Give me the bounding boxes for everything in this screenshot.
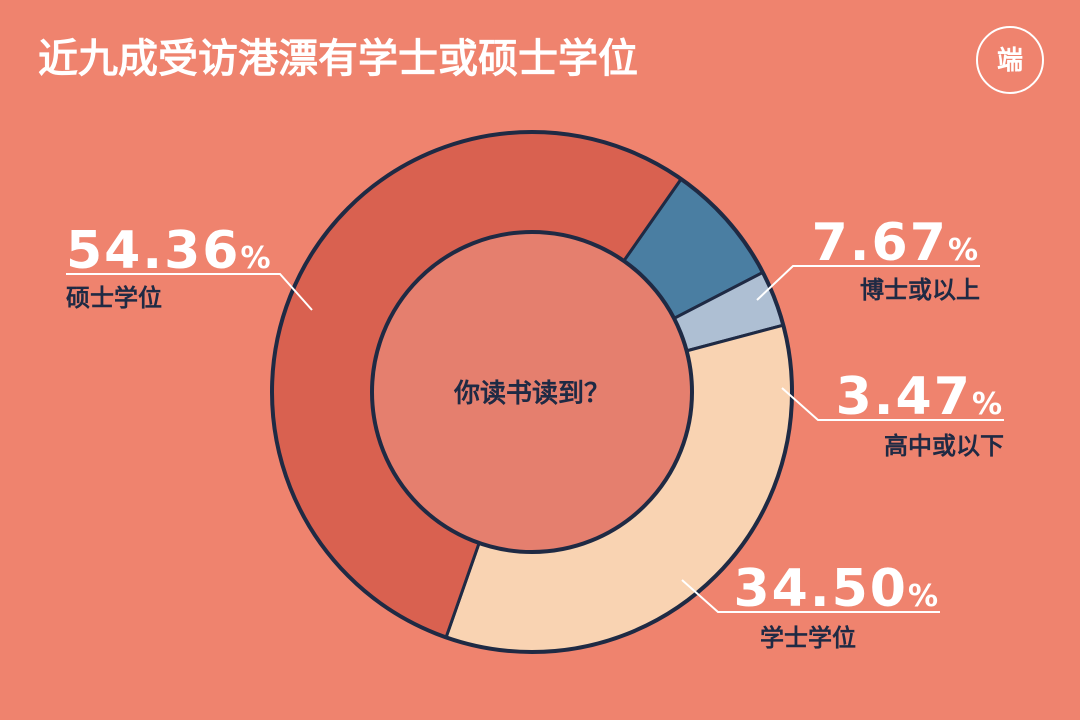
leader-line — [66, 273, 313, 311]
leader-line — [781, 387, 1004, 421]
leader-line — [756, 265, 980, 301]
data-label-category: 博士或以上 — [860, 276, 980, 304]
chart-title: 近九成受访港漂有学士或硕士学位 — [38, 36, 638, 82]
publisher-logo-icon: 端 — [976, 26, 1044, 94]
data-label-category: 高中或以下 — [884, 432, 1004, 460]
data-label-category: 硕士学位 — [66, 284, 162, 312]
center-label: 你读书读到？ — [453, 379, 610, 409]
annotations: 54.36% 硕士学位 7.67% 博士或以上 3.47% 高中或以下 34.50% 学士学位 — [66, 213, 1004, 652]
data-label-value: 3.47% — [836, 367, 1004, 427]
data-label-category: 学士学位 — [760, 624, 856, 652]
leader-line — [681, 579, 940, 613]
logo-text: 端 — [997, 46, 1023, 76]
data-label-value: 54.36% — [66, 221, 273, 281]
data-label-value: 7.67% — [812, 213, 980, 273]
outer-ring — [270, 130, 794, 654]
donut — [270, 130, 794, 654]
donut-hole — [370, 230, 694, 554]
data-label-value: 34.50% — [733, 559, 940, 619]
